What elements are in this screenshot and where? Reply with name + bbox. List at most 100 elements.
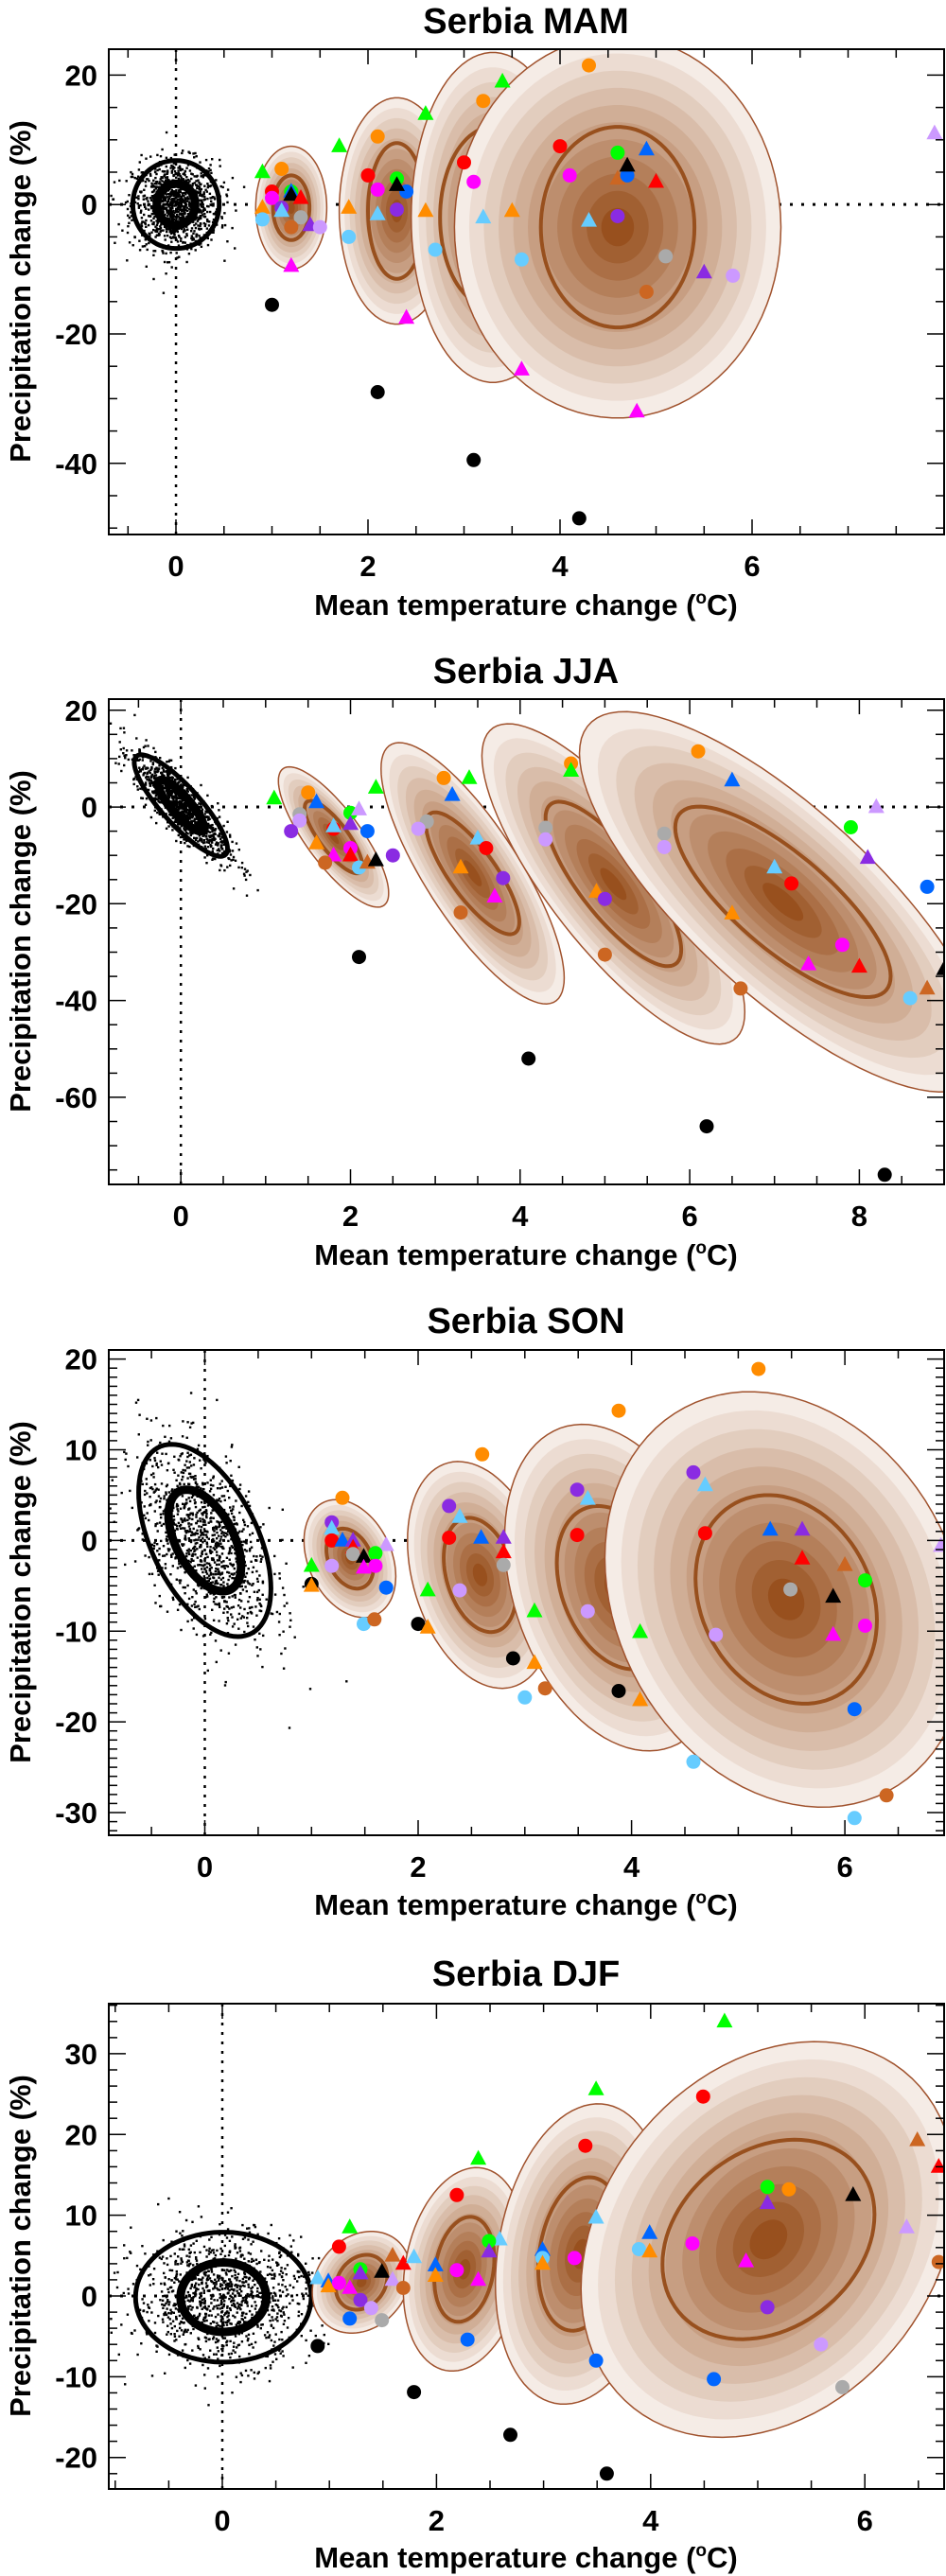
variability-sample-dot — [195, 217, 199, 219]
variability-sample-dot — [270, 1612, 272, 1615]
variability-sample-dot — [212, 1572, 215, 1576]
model-point-triangle-red — [794, 1550, 811, 1565]
variability-sample-dot — [149, 781, 151, 785]
variability-sample-dot — [153, 1584, 156, 1586]
variability-sample-dot — [226, 1489, 229, 1493]
variability-sample-dot — [213, 2305, 216, 2308]
variability-sample-dot — [210, 804, 214, 808]
variability-sample-dot — [178, 255, 181, 258]
variability-sample-dot — [182, 1544, 184, 1547]
variability-sample-dot — [152, 2268, 156, 2270]
variability-sample-dot — [180, 195, 183, 199]
variability-sample-dot — [247, 1568, 250, 1570]
variability-sample-dot — [178, 1540, 182, 1543]
variability-sample-dot — [197, 179, 200, 182]
variability-sample-dot — [233, 1522, 236, 1526]
variability-sample-dot — [157, 2202, 160, 2206]
variability-sample-dot — [179, 191, 182, 194]
variability-sample-dot — [150, 1572, 154, 1575]
variability-sample-dot — [131, 219, 133, 221]
variability-sample-dot — [212, 832, 215, 836]
variability-sample-dot — [188, 204, 191, 207]
variability-sample-dot — [208, 1551, 212, 1553]
variability-sample-dot — [152, 277, 155, 281]
variability-sample-dot — [161, 249, 164, 253]
variability-sample-dot — [190, 1523, 193, 1526]
variability-sample-dot — [210, 1557, 214, 1560]
variability-sample-dot — [230, 1551, 233, 1555]
model-point-triangle-lightblue — [475, 208, 492, 224]
variability-sample-dot — [137, 195, 140, 198]
variability-sample-dot — [211, 196, 215, 199]
variability-sample-dot — [181, 2349, 184, 2352]
variability-sample-dot — [258, 1632, 261, 1635]
variability-sample-dot — [191, 815, 195, 817]
variability-sample-dot — [225, 1622, 229, 1625]
variability-sample-dot — [188, 2255, 191, 2258]
variability-sample-dot — [146, 1417, 149, 1420]
variability-sample-dot — [127, 225, 130, 228]
variability-sample-dot — [148, 780, 150, 782]
variability-sample-dot — [211, 1581, 214, 1584]
variability-sample-dot — [171, 202, 174, 204]
variability-sample-dot — [191, 1514, 195, 1516]
variability-sample-dot — [192, 237, 195, 239]
variability-sample-dot — [133, 201, 137, 204]
variability-sample-dot — [183, 2248, 185, 2251]
variability-sample-dot — [153, 1457, 156, 1460]
variability-sample-dot — [149, 776, 152, 779]
model-point-circle-green — [343, 805, 358, 820]
variability-sample-dot — [184, 1586, 186, 1589]
variability-sample-dot — [206, 1481, 209, 1484]
variability-sample-dot — [126, 207, 130, 211]
model-point-triangle-lightblue — [581, 212, 597, 227]
variability-sample-dot — [215, 210, 218, 214]
variability-sample-dot — [199, 1517, 201, 1520]
variability-sample-dot — [240, 1585, 243, 1587]
variability-sample-dot — [218, 1498, 221, 1500]
variability-sample-dot — [230, 2287, 233, 2291]
variability-sample-dot — [141, 797, 144, 800]
variability-sample-dot — [174, 2294, 177, 2297]
variability-sample-dot — [175, 200, 179, 202]
variability-sample-dot — [199, 802, 202, 806]
variability-sample-dot — [220, 836, 223, 839]
variability-sample-dot — [210, 2280, 213, 2283]
variability-sample-dot — [161, 1452, 164, 1455]
variability-sample-dot — [258, 1609, 261, 1612]
variability-sample-dot — [179, 835, 183, 839]
variability-sample-dot — [197, 191, 200, 194]
variability-sample-dot — [240, 2289, 243, 2293]
variability-sample-dot — [250, 1612, 254, 1615]
variability-sample-dot — [219, 850, 221, 852]
variability-sample-dot — [242, 1540, 246, 1543]
variability-sample-dot — [182, 2230, 184, 2233]
variability-sample-dot — [206, 825, 210, 828]
variability-sample-dot — [273, 2340, 276, 2343]
variability-sample-dot — [203, 184, 206, 187]
variability-sample-dot — [208, 192, 212, 195]
variability-sample-dot — [189, 833, 192, 837]
variability-sample-dot — [149, 815, 153, 819]
model-point-circle-lavender — [292, 813, 307, 828]
variability-sample-dot — [167, 2304, 170, 2306]
variability-sample-dot — [212, 1528, 215, 1532]
variability-sample-dot — [203, 2300, 206, 2303]
variability-sample-dot — [164, 2372, 166, 2374]
variability-sample-dot — [256, 888, 259, 892]
variability-sample-dot — [199, 1519, 202, 1523]
variability-sample-dot — [231, 850, 235, 852]
variability-sample-dot — [184, 816, 188, 819]
variability-sample-dot — [172, 231, 176, 235]
variability-sample-dot — [186, 2259, 190, 2262]
variability-sample-dot — [207, 1521, 210, 1524]
variability-sample-dot — [273, 1554, 276, 1558]
variability-sample-dot — [237, 2322, 240, 2325]
variability-sample-dot — [146, 1492, 149, 1495]
panel-title: Serbia DJF — [432, 1954, 621, 1994]
variability-sample-dot — [182, 1502, 184, 1505]
variability-sample-dot — [143, 213, 146, 217]
variability-sample-dot — [143, 771, 147, 775]
variability-sample-dot — [163, 225, 166, 228]
variability-sample-dot — [155, 180, 158, 184]
